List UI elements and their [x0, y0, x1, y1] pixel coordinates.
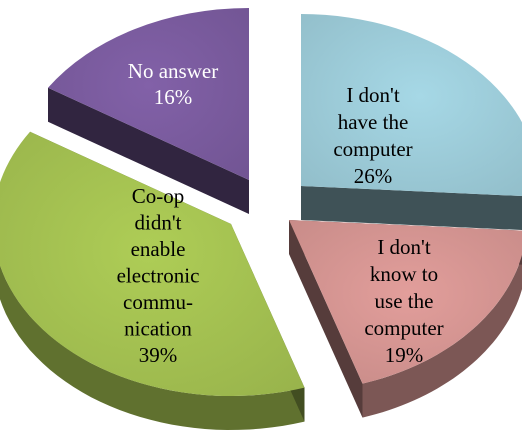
slice-label-line-1-0: I don't [377, 235, 431, 259]
slice-rim-1 [362, 255, 522, 418]
slice-label-line-0-0: I don't [346, 83, 400, 107]
slice-label-line-1-3: computer [364, 316, 443, 340]
slice-label-line-1-2: use the [375, 289, 434, 313]
slice-value-label-3: 16% [154, 85, 193, 109]
slice-label-line-2-4: commu- [123, 290, 193, 314]
pie-tops [0, 7, 522, 397]
slice-label-3: No answer 16% [128, 59, 218, 109]
slice-label-line-2-0: Co-op [132, 184, 185, 208]
slice-label-line-2-5: nication [124, 317, 192, 341]
slice-wall-0-1 [301, 186, 522, 231]
slice-wall-1-1 [289, 220, 363, 418]
slice-label-line-2-2: enable [131, 237, 186, 261]
slice-label-line-0-1: have the [338, 110, 409, 134]
slice-3 [48, 7, 249, 180]
slice-value-label-1: 19% [385, 343, 424, 367]
slice-label-line-3-0: No answer [128, 59, 218, 83]
slice-wall-3-0 [48, 87, 249, 214]
slice-1 [289, 220, 522, 384]
slice-0 [301, 14, 522, 197]
slice-label-line-1-1: know to [370, 262, 438, 286]
slice-label-line-2-1: didn't [135, 211, 182, 235]
pie-labels: I don't have the computer 26% I don't know to… [117, 59, 444, 367]
slice-label-2: Co-op didn't enable electronic commu-nicatio… [117, 184, 200, 367]
slice-2 [0, 131, 305, 397]
slice-label-1: I don't know to use the computer 19% [364, 235, 443, 367]
slice-label-line-2-3: electronic [117, 264, 200, 288]
slice-label-line-0-2: computer [333, 137, 412, 161]
slice-rim-2 [0, 265, 305, 430]
slice-label-0: I don't have the computer 26% [333, 83, 412, 188]
slice-value-label-2: 39% [139, 343, 178, 367]
slice-value-label-0: 26% [354, 164, 393, 188]
